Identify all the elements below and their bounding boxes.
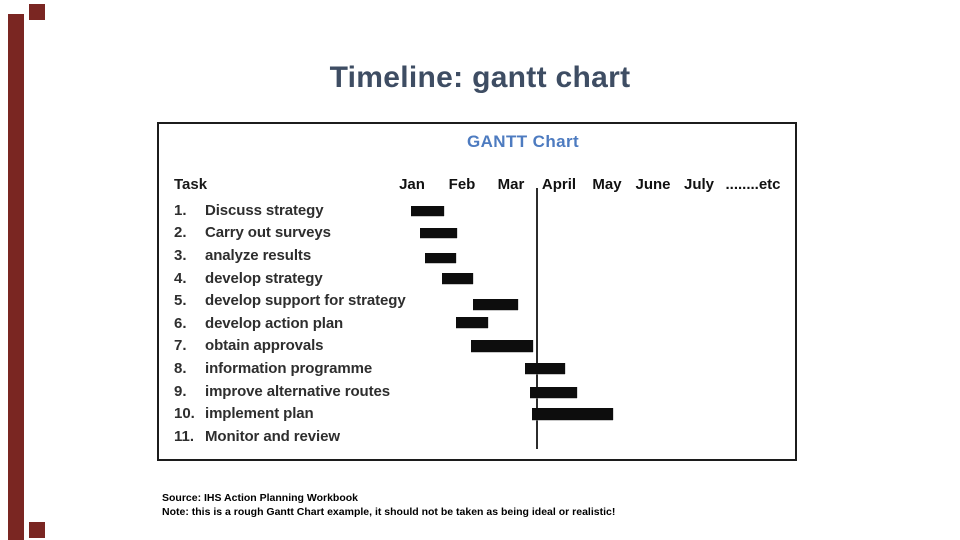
- task-number: 10.: [174, 405, 195, 423]
- task-label: develop support for strategy: [205, 292, 406, 310]
- task-row: 3. analyze results: [174, 244, 544, 267]
- task-label: obtain approvals: [205, 337, 324, 355]
- month-label-july: July: [683, 176, 715, 193]
- month-label-may: May: [592, 176, 622, 193]
- footnote-note: Note: this is a rough Gantt Chart exampl…: [162, 505, 616, 518]
- month-label-feb: Feb: [448, 176, 476, 193]
- task-row: 2. Carry out surveys: [174, 222, 544, 245]
- gantt-bar-task-2: [420, 228, 457, 238]
- task-number: 2.: [174, 224, 187, 242]
- task-number: 9.: [174, 382, 187, 400]
- gantt-bar-task-10: [532, 408, 613, 420]
- task-row: 8. information programme: [174, 357, 544, 380]
- month-axis: Jan Feb Mar April May June July ........etc: [159, 176, 795, 196]
- task-number: 4.: [174, 269, 187, 287]
- task-label: improve alternative routes: [205, 382, 390, 400]
- page-title: Timeline: gantt chart: [329, 61, 631, 95]
- task-label: Carry out surveys: [205, 224, 331, 242]
- gantt-chart-title: GANTT Chart: [466, 132, 580, 151]
- top-left-accent-square: [29, 4, 45, 20]
- task-label: Monitor and review: [205, 427, 340, 445]
- gantt-bar-task-6: [456, 317, 488, 328]
- task-row: 9. improve alternative routes: [174, 380, 544, 403]
- task-list: 1. Discuss strategy 2. Carry out surveys 3. a…: [174, 199, 544, 448]
- task-label: develop action plan: [205, 314, 344, 332]
- month-divider-line: [536, 188, 538, 449]
- task-row: 1. Discuss strategy: [174, 199, 544, 222]
- month-label-june: June: [635, 176, 671, 193]
- gantt-bar-task-1: [411, 206, 444, 216]
- task-label: Discuss strategy: [205, 201, 324, 219]
- task-label: information programme: [205, 359, 373, 377]
- gantt-bar-task-3: [425, 253, 456, 263]
- task-number: 5.: [174, 292, 187, 310]
- task-number: 6.: [174, 314, 187, 332]
- task-row: 7. obtain approvals: [174, 335, 544, 358]
- task-number: 3.: [174, 246, 187, 264]
- gantt-chart-panel: GANTT Chart Task Jan Feb Mar April May June Ju…: [157, 122, 797, 461]
- month-label-etc: ........etc: [725, 176, 781, 193]
- task-label: implement plan: [205, 405, 314, 423]
- task-label: analyze results: [205, 246, 312, 264]
- task-row: 6. develop action plan: [174, 312, 544, 335]
- task-column-header: Task: [174, 176, 208, 193]
- task-label: develop strategy: [205, 269, 323, 287]
- task-row: 5. develop support for strategy: [174, 289, 544, 312]
- footnote: Source: IHS Action Planning Workbook Not…: [162, 492, 615, 519]
- month-label-mar: Mar: [497, 176, 525, 193]
- month-label-jan: Jan: [399, 176, 425, 193]
- task-row: 4. develop strategy: [174, 267, 544, 290]
- task-number: 11.: [174, 427, 195, 445]
- task-number: 8.: [174, 359, 187, 377]
- gantt-bar-task-9: [530, 387, 577, 398]
- left-accent-bar: [8, 14, 24, 540]
- gantt-bar-task-4: [442, 273, 473, 284]
- task-row: 10. implement plan: [174, 402, 544, 425]
- task-number: 7.: [174, 337, 187, 355]
- bottom-left-accent-square: [29, 522, 45, 538]
- month-label-april: April: [541, 176, 577, 193]
- gantt-bar-task-7: [471, 340, 533, 352]
- footnote-source: Source: IHS Action Planning Workbook: [162, 492, 359, 504]
- task-number: 1.: [174, 201, 187, 219]
- gantt-bar-task-8: [525, 363, 565, 374]
- task-row: 11. Monitor and review: [174, 425, 544, 448]
- gantt-bar-task-5: [473, 299, 518, 310]
